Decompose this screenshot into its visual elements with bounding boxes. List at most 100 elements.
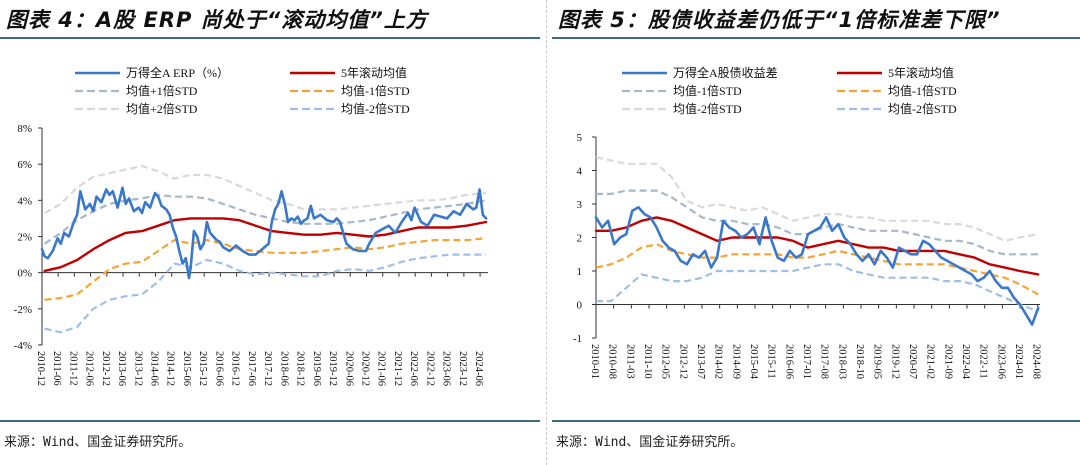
x-tick-label: 2019-06 xyxy=(311,351,322,386)
x-tick-label: 2018-10 xyxy=(854,344,865,379)
x-tick-label: 2022-06 xyxy=(408,351,419,386)
x-tick-label: 2017-08 xyxy=(819,344,830,379)
legend-label: 5年滚动均值 xyxy=(341,65,407,80)
chart-panel-erp: 图表 4：A股 ERP 尚处于“滚动均值”上方 -4% -2% 0% 2% 4% 6% 8%… xyxy=(0,8,540,450)
series-line-4 xyxy=(595,156,1039,242)
x-tick-label: 2010-01 xyxy=(589,344,600,379)
x-tick-label: 2023-06 xyxy=(441,351,452,386)
y-tick-label: -1 xyxy=(573,333,582,345)
x-tick-label: 2019-05 xyxy=(872,344,883,379)
legend-label: 均值-1倍STD xyxy=(341,83,410,98)
x-tick-label: 2013-12 xyxy=(132,351,143,386)
y-tick-label: 2 xyxy=(577,233,583,245)
legend-label: 5年滚动均值 xyxy=(888,65,954,80)
x-tick-label: 2018-03 xyxy=(836,344,847,379)
series-line-4 xyxy=(44,164,487,214)
source-note: 来源：Wind、国金证券研究所。 xyxy=(4,435,192,450)
x-tick-label: 2012-05 xyxy=(660,344,671,379)
legend-label: 均值-2倍STD xyxy=(673,101,742,116)
y-tick-label: -4% xyxy=(14,340,32,352)
x-tick-label: 2024-08 xyxy=(1031,344,1042,379)
y-tick-label: -2% xyxy=(14,304,32,316)
legend-label: 万得全A股债收益差 xyxy=(673,65,778,80)
erp-chart-svg: -4% -2% 0% 2% 4% 6% 8% 2010-12 2011-06 2011-12 201… xyxy=(14,65,488,386)
chart-title: 图表 5：股债收益差仍低于“1倍标准差下限” xyxy=(558,8,1001,32)
x-tick-label: 2021-09 xyxy=(942,344,953,379)
series-line-3 xyxy=(595,243,1039,296)
x-tick-label: 2016-12 xyxy=(230,351,241,386)
series-line-2 xyxy=(43,193,487,245)
x-tick-label: 2014-09 xyxy=(730,344,741,379)
y-tick-label: 1 xyxy=(577,266,583,278)
y-tick-label: 2% xyxy=(17,232,32,244)
x-tick-label: 2014-06 xyxy=(149,351,160,386)
x-tick-label: 2015-12 xyxy=(197,351,208,386)
x-tick-label: 2013-07 xyxy=(695,344,706,379)
x-tick-label: 2015-11 xyxy=(766,344,777,379)
series-line-0 xyxy=(594,206,1040,326)
y-tick-label: 3 xyxy=(577,199,583,211)
source-note: 来源：Wind、国金证券研究所。 xyxy=(556,435,744,450)
x-tick-label: 2019-12 xyxy=(327,351,338,386)
title-rule xyxy=(552,37,1080,39)
legend-label: 均值+2倍STD xyxy=(126,101,198,116)
series-line-5 xyxy=(44,253,487,334)
x-tick-label: 2020-07 xyxy=(907,344,918,379)
x-tick-label: 2015-06 xyxy=(181,351,192,386)
x-tick-label: 2012-12 xyxy=(677,344,688,379)
legend-label: 均值-1倍STD xyxy=(888,83,957,98)
series-line-1 xyxy=(594,216,1040,276)
x-tick-label: 2016-06 xyxy=(783,344,794,379)
x-tick-label: 2015-04 xyxy=(748,344,759,380)
y-tick-label: 4% xyxy=(17,195,32,207)
x-tick-label: 2020-06 xyxy=(343,351,354,386)
x-tick-label: 2011-03 xyxy=(624,344,635,379)
legend-label: 均值+1倍STD xyxy=(126,83,198,98)
series-line-1 xyxy=(43,217,488,273)
x-tick-label: 2017-06 xyxy=(246,351,257,386)
x-tick-label: 2011-10 xyxy=(642,344,653,379)
chart-title: 图表 4：A股 ERP 尚处于“滚动均值”上方 xyxy=(6,8,428,32)
source-rule xyxy=(0,420,540,422)
series-line-2 xyxy=(596,189,1039,256)
x-tick-label: 2013-06 xyxy=(116,351,127,386)
x-tick-label: 2019-12 xyxy=(889,344,900,379)
chart-panel-yield-gap: 图表 5：股债收益差仍低于“1倍标准差下限” -1 0 1 2 3 4 5 2010-01 20… xyxy=(552,0,1080,465)
title-rule xyxy=(0,37,540,39)
x-tick-label: 2016-06 xyxy=(213,351,224,386)
x-tick-label: 2011-06 xyxy=(51,351,62,386)
series-line-0 xyxy=(40,186,488,280)
series-line-5 xyxy=(596,263,1039,313)
y-tick-label: 0% xyxy=(17,268,32,280)
x-tick-label: 2012-12 xyxy=(100,351,111,386)
source-rule xyxy=(552,420,1080,422)
x-tick-label: 2021-02 xyxy=(925,344,936,379)
x-tick-label: 2010-12 xyxy=(35,351,46,386)
x-tick-label: 2021-06 xyxy=(376,351,387,386)
x-tick-label: 2018-06 xyxy=(278,351,289,386)
x-tick-label: 2017-12 xyxy=(262,351,273,386)
x-tick-label: 2024-01 xyxy=(1013,344,1024,379)
y-tick-label: 5 xyxy=(577,132,583,144)
x-tick-label: 2018-12 xyxy=(295,351,306,386)
x-tick-label: 2020-12 xyxy=(359,351,370,386)
series-line-3 xyxy=(44,237,487,301)
x-tick-label: 2022-04 xyxy=(960,344,971,380)
x-tick-label: 2017-01 xyxy=(801,344,812,379)
y-tick-label: 8% xyxy=(17,123,32,135)
panel-divider xyxy=(546,0,547,465)
x-tick-label: 2014-02 xyxy=(713,344,724,379)
legend-label: 万得全A ERP（%） xyxy=(126,65,229,80)
x-tick-label: 2023-12 xyxy=(457,351,468,386)
legend-label: 均值-1倍STD xyxy=(673,83,742,98)
x-tick-label: 2023-06 xyxy=(995,344,1006,379)
x-tick-label: 2022-12 xyxy=(424,351,435,386)
x-tick-label: 2014-12 xyxy=(165,351,176,386)
x-tick-label: 2021-12 xyxy=(392,351,403,386)
y-tick-label: 4 xyxy=(577,166,583,178)
x-tick-label: 2010-08 xyxy=(607,344,618,379)
legend-label: 均值-2倍STD xyxy=(341,101,410,116)
x-tick-label: 2012-06 xyxy=(84,351,95,386)
y-tick-label: 6% xyxy=(17,159,32,171)
y-tick-label: 0 xyxy=(577,300,583,312)
